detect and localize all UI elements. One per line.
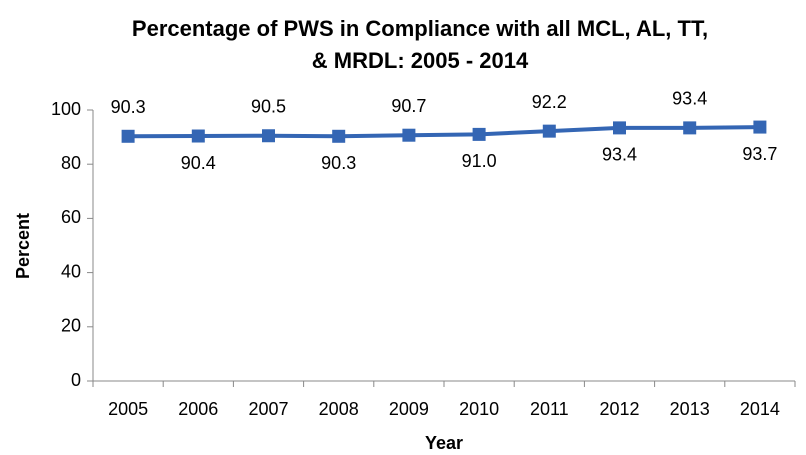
y-tick-label: 20	[61, 316, 81, 336]
data-label: 90.3	[321, 153, 356, 173]
y-tick-label: 60	[61, 207, 81, 227]
marker	[121, 129, 135, 143]
y-tick-label: 80	[61, 153, 81, 173]
x-tick-label: 2014	[740, 399, 780, 419]
x-tick-label: 2009	[389, 399, 429, 419]
data-label: 93.4	[672, 89, 707, 109]
marker	[472, 127, 486, 141]
data-label: 90.3	[111, 97, 146, 117]
marker	[683, 121, 697, 135]
x-tick-label: 2005	[108, 399, 148, 419]
marker	[262, 129, 275, 143]
y-axis-title: Percent	[13, 213, 33, 279]
chart-title: Percentage of PWS in Compliance with all…	[132, 16, 708, 41]
marker	[613, 121, 626, 135]
x-tick-label: 2006	[178, 399, 218, 419]
y-tick-label: 40	[61, 261, 81, 281]
y-tick-label: 0	[71, 370, 81, 390]
x-tick-label: 2010	[459, 399, 499, 419]
marker	[191, 129, 205, 143]
x-tick-label: 2011	[530, 399, 569, 419]
data-label: 91.0	[462, 151, 497, 171]
x-tick-label: 2008	[319, 399, 359, 419]
x-tick-label: 2012	[599, 399, 639, 419]
x-tick-label: 2013	[670, 399, 710, 419]
y-tick-label: 100	[51, 99, 81, 119]
x-tick-label: 2007	[248, 399, 288, 419]
marker	[402, 128, 416, 142]
marker	[332, 129, 346, 143]
marker	[753, 120, 767, 134]
data-label: 93.4	[602, 145, 637, 165]
x-axis-title: Year	[425, 433, 463, 453]
data-label: 90.5	[251, 96, 286, 116]
line	[128, 125, 760, 139]
data-label: 92.2	[532, 92, 567, 112]
data-label: 90.4	[181, 153, 216, 173]
marker	[542, 124, 556, 138]
data-label: 90.7	[391, 96, 426, 116]
data-label: 93.7	[742, 144, 777, 164]
chart-title: & MRDL: 2005 - 2014	[312, 48, 529, 73]
